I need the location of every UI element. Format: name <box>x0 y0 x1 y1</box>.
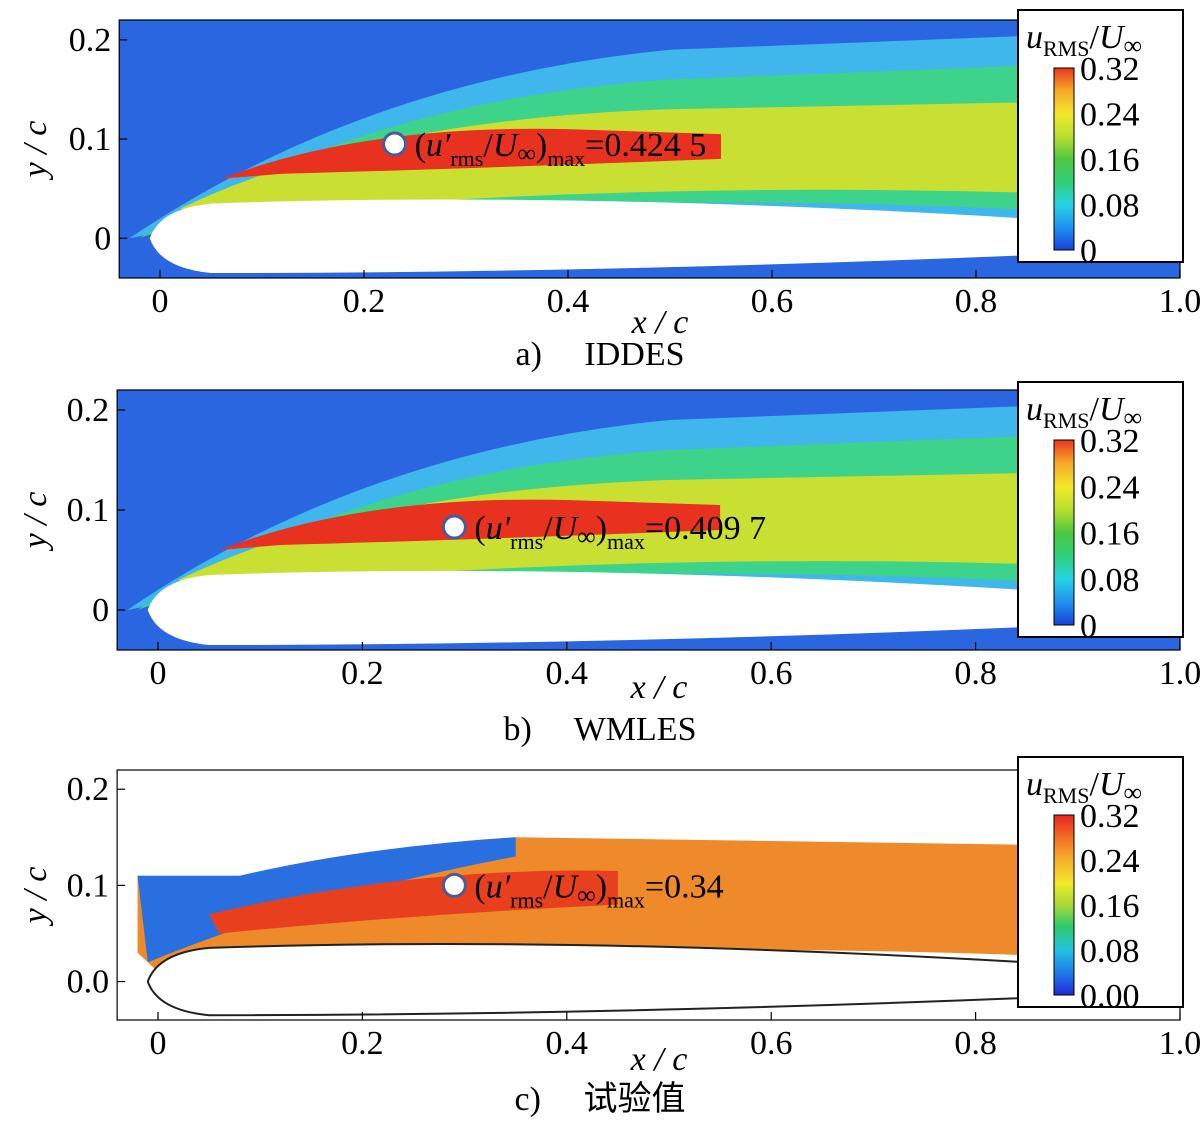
chart-svg-2: 0 0.2 0.4 0.6 0.8 1.0 0 0.1 0.2 x / c y / c (u′rms/… <box>17 381 1200 748</box>
colorbar-tick-label: 0.08 <box>1080 188 1140 225</box>
max-annotation: (u′rms/U∞)max=0.424 5 <box>415 127 707 171</box>
x-tick-label: 1.0 <box>1159 283 1200 320</box>
colorbar-tick-label: 0.00 <box>1080 978 1140 1015</box>
panel-3: 0 0.2 0.4 0.6 0.8 1.0 0.0 0.1 0.2 x / c y / c (u′rm… <box>0 755 1200 1139</box>
colorbar-title: uRMS/U∞ <box>1026 766 1142 808</box>
x-tick-label: 0.8 <box>954 1025 997 1062</box>
peak-core-region <box>221 128 721 179</box>
colorbar-title: uRMS/U∞ <box>1026 19 1142 61</box>
max-marker <box>441 514 467 540</box>
x-axis-label: x / c <box>630 669 688 706</box>
chart-svg-1: 0 0.2 0.4 0.6 0.8 1.0 0 0.1 0.2 x / c y / c (u′rms/… <box>17 9 1200 373</box>
colorbar-gradient <box>1053 814 1075 996</box>
y-tick-label: 0.1 <box>67 492 110 529</box>
x-tick-label: 0.8 <box>955 283 998 320</box>
panel-1: 0 0.2 0.4 0.6 0.8 1.0 0 0.1 0.2 x / c y / c (u′rms/… <box>0 0 1200 380</box>
y-axis-label: y / c <box>17 492 54 552</box>
y-tick-label: 0.0 <box>67 964 110 1001</box>
x-tick-label: 0.4 <box>547 283 590 320</box>
colorbar-tick-label: 0.16 <box>1080 142 1140 179</box>
colorbar-tick-label: 0.24 <box>1080 469 1140 506</box>
panel-2: 0 0.2 0.4 0.6 0.8 1.0 0 0.1 0.2 x / c y / c (u′rms/… <box>0 380 1200 760</box>
y-axis-label: y / c <box>17 867 54 927</box>
x-tick-label: 0.8 <box>954 655 997 692</box>
colorbar-tick-label: 0 <box>1080 608 1097 645</box>
x-tick-label: 0 <box>150 1025 167 1062</box>
x-tick-label: 1.0 <box>1159 655 1200 692</box>
x-tick-label: 0.2 <box>341 1025 384 1062</box>
colorbar-tick-label: 0.16 <box>1080 516 1140 553</box>
x-tick-label: 0.6 <box>751 283 794 320</box>
airfoil-shape <box>147 570 1180 645</box>
colorbar-legend <box>1017 756 1184 1008</box>
max-marker <box>382 131 408 157</box>
max-annotation: (u′rms/U∞)max=0.409 7 <box>474 510 766 554</box>
colorbar-tick-label: 0.32 <box>1080 51 1140 88</box>
colorbar-gradient <box>1053 67 1075 251</box>
x-tick-label: 0 <box>152 283 169 320</box>
x-tick-label: 0.4 <box>546 1025 589 1062</box>
y-tick-label: 0.1 <box>67 867 110 904</box>
experiment-peak-region <box>209 870 618 934</box>
colorbar-legend <box>1017 9 1184 263</box>
x-tick-label: 1.0 <box>1159 1025 1200 1062</box>
x-tick-label: 0 <box>150 655 167 692</box>
x-tick-label: 0.6 <box>750 1025 793 1062</box>
max-annotation: (u′rms/U∞)max=0.34 <box>474 868 723 912</box>
x-axis-label: x / c <box>631 304 689 341</box>
y-tick-label: 0.1 <box>69 121 112 158</box>
colorbar-tick-label: 0.08 <box>1080 562 1140 599</box>
airfoil-shape <box>149 199 1180 274</box>
colorbar-gradient <box>1053 439 1075 626</box>
x-tick-label: 0.6 <box>750 655 793 692</box>
x-tick-label: 0.2 <box>343 283 386 320</box>
x-tick-label: 0.2 <box>341 655 384 692</box>
y-tick-label: 0.2 <box>67 392 110 429</box>
chart-svg-3: 0 0.2 0.4 0.6 0.8 1.0 0.0 0.1 0.2 x / c y / c (u′rm… <box>17 756 1200 1118</box>
y-tick-label: 0 <box>92 592 109 629</box>
panel-caption: b) WMLES <box>504 711 697 748</box>
max-marker <box>441 872 467 898</box>
colorbar-tick-label: 0.24 <box>1080 843 1140 880</box>
colorbar-tick-label: 0.16 <box>1080 888 1140 925</box>
x-tick-label: 0.4 <box>546 655 589 692</box>
panel-caption: c) 试验值 <box>515 1080 686 1118</box>
colorbar-tick-label: 0.08 <box>1080 933 1140 970</box>
y-tick-label: 0.2 <box>69 22 112 59</box>
colorbar-tick-label: 0.32 <box>1080 798 1140 835</box>
y-tick-label: 0.2 <box>67 771 110 808</box>
y-tick-label: 0 <box>94 220 111 257</box>
panel-caption: a) IDDES <box>515 336 684 373</box>
colorbar-tick-label: 0.24 <box>1080 97 1140 134</box>
x-axis-label: x / c <box>630 1041 688 1078</box>
colorbar-title: uRMS/U∞ <box>1026 391 1142 433</box>
colorbar-legend <box>1017 381 1184 638</box>
peak-core-region <box>219 499 721 550</box>
colorbar-tick-label: 0 <box>1080 233 1097 270</box>
y-axis-label: y / c <box>17 121 54 181</box>
colorbar-tick-label: 0.32 <box>1080 423 1140 460</box>
